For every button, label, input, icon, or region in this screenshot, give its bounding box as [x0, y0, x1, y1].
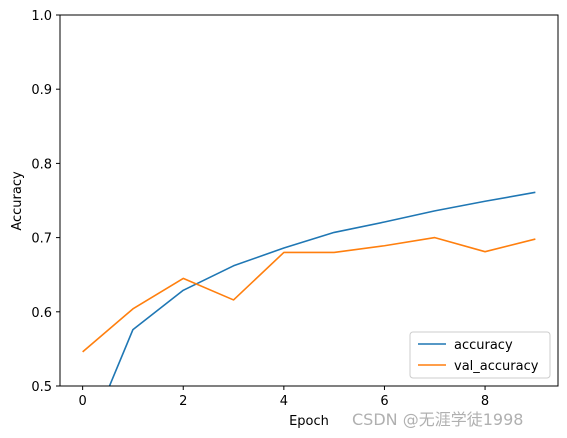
- x-tick-label: 4: [280, 394, 288, 409]
- x-tick-label: 8: [481, 394, 489, 409]
- watermark: CSDN @无涯学徒1998: [352, 410, 524, 429]
- series-line-accuracy: [108, 191, 536, 386]
- y-axis: 0.5 0.6 0.7 0.8 0.9 1.0: [31, 9, 60, 395]
- legend-label-accuracy: accuracy: [454, 338, 513, 353]
- plot-frame: [59, 14, 559, 387]
- legend-label-val_accuracy: val_accuracy: [454, 359, 539, 374]
- x-tick-label: 6: [380, 394, 388, 409]
- y-tick-label: 0.6: [31, 306, 52, 321]
- x-axis-label: Epoch: [289, 414, 329, 429]
- y-tick-label: 0.7: [31, 232, 52, 247]
- y-tick-label: 0.8: [31, 157, 52, 172]
- y-axis-label: Accuracy: [10, 171, 25, 231]
- y-tick-label: 1.0: [31, 9, 52, 24]
- y-tick-label: 0.9: [31, 83, 52, 98]
- series-line-val_accuracy: [82, 236, 536, 353]
- y-tick-label: 0.5: [31, 380, 52, 395]
- legend: accuracy val_accuracy: [409, 331, 551, 379]
- x-tick-label: 2: [179, 394, 187, 409]
- series-layer: [82, 191, 536, 386]
- x-tick-label: 0: [78, 394, 86, 409]
- x-axis: 0 2 4 6 8: [78, 386, 489, 409]
